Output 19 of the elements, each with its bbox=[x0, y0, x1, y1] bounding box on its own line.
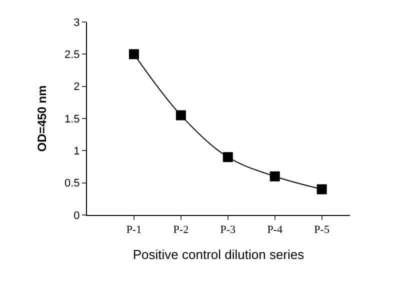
x-tick-label: P-3 bbox=[220, 224, 236, 236]
point bbox=[316, 184, 327, 194]
y-tick-label: 1.5 bbox=[64, 113, 80, 126]
x-tick-label: P-4 bbox=[267, 224, 283, 236]
y-tick-label: 0.5 bbox=[64, 178, 80, 190]
x-tick-label: P-1 bbox=[126, 224, 142, 236]
x-tick-label: P-5 bbox=[314, 224, 330, 236]
y-tick-label: 2.5 bbox=[64, 49, 80, 62]
y-tick-label: 2 bbox=[74, 81, 80, 94]
x-tick-label: P-2 bbox=[173, 224, 189, 236]
point bbox=[222, 152, 233, 162]
y-tick-label: 0 bbox=[74, 210, 80, 222]
point bbox=[176, 110, 186, 120]
y-tick-label: 1 bbox=[74, 146, 80, 158]
y-tick-label: 3 bbox=[74, 16, 80, 29]
x-axis-title: Positive control dilution series bbox=[132, 246, 305, 262]
point bbox=[270, 171, 280, 182]
point bbox=[128, 49, 139, 60]
y-axis-title: OD=450 nm bbox=[34, 85, 49, 152]
